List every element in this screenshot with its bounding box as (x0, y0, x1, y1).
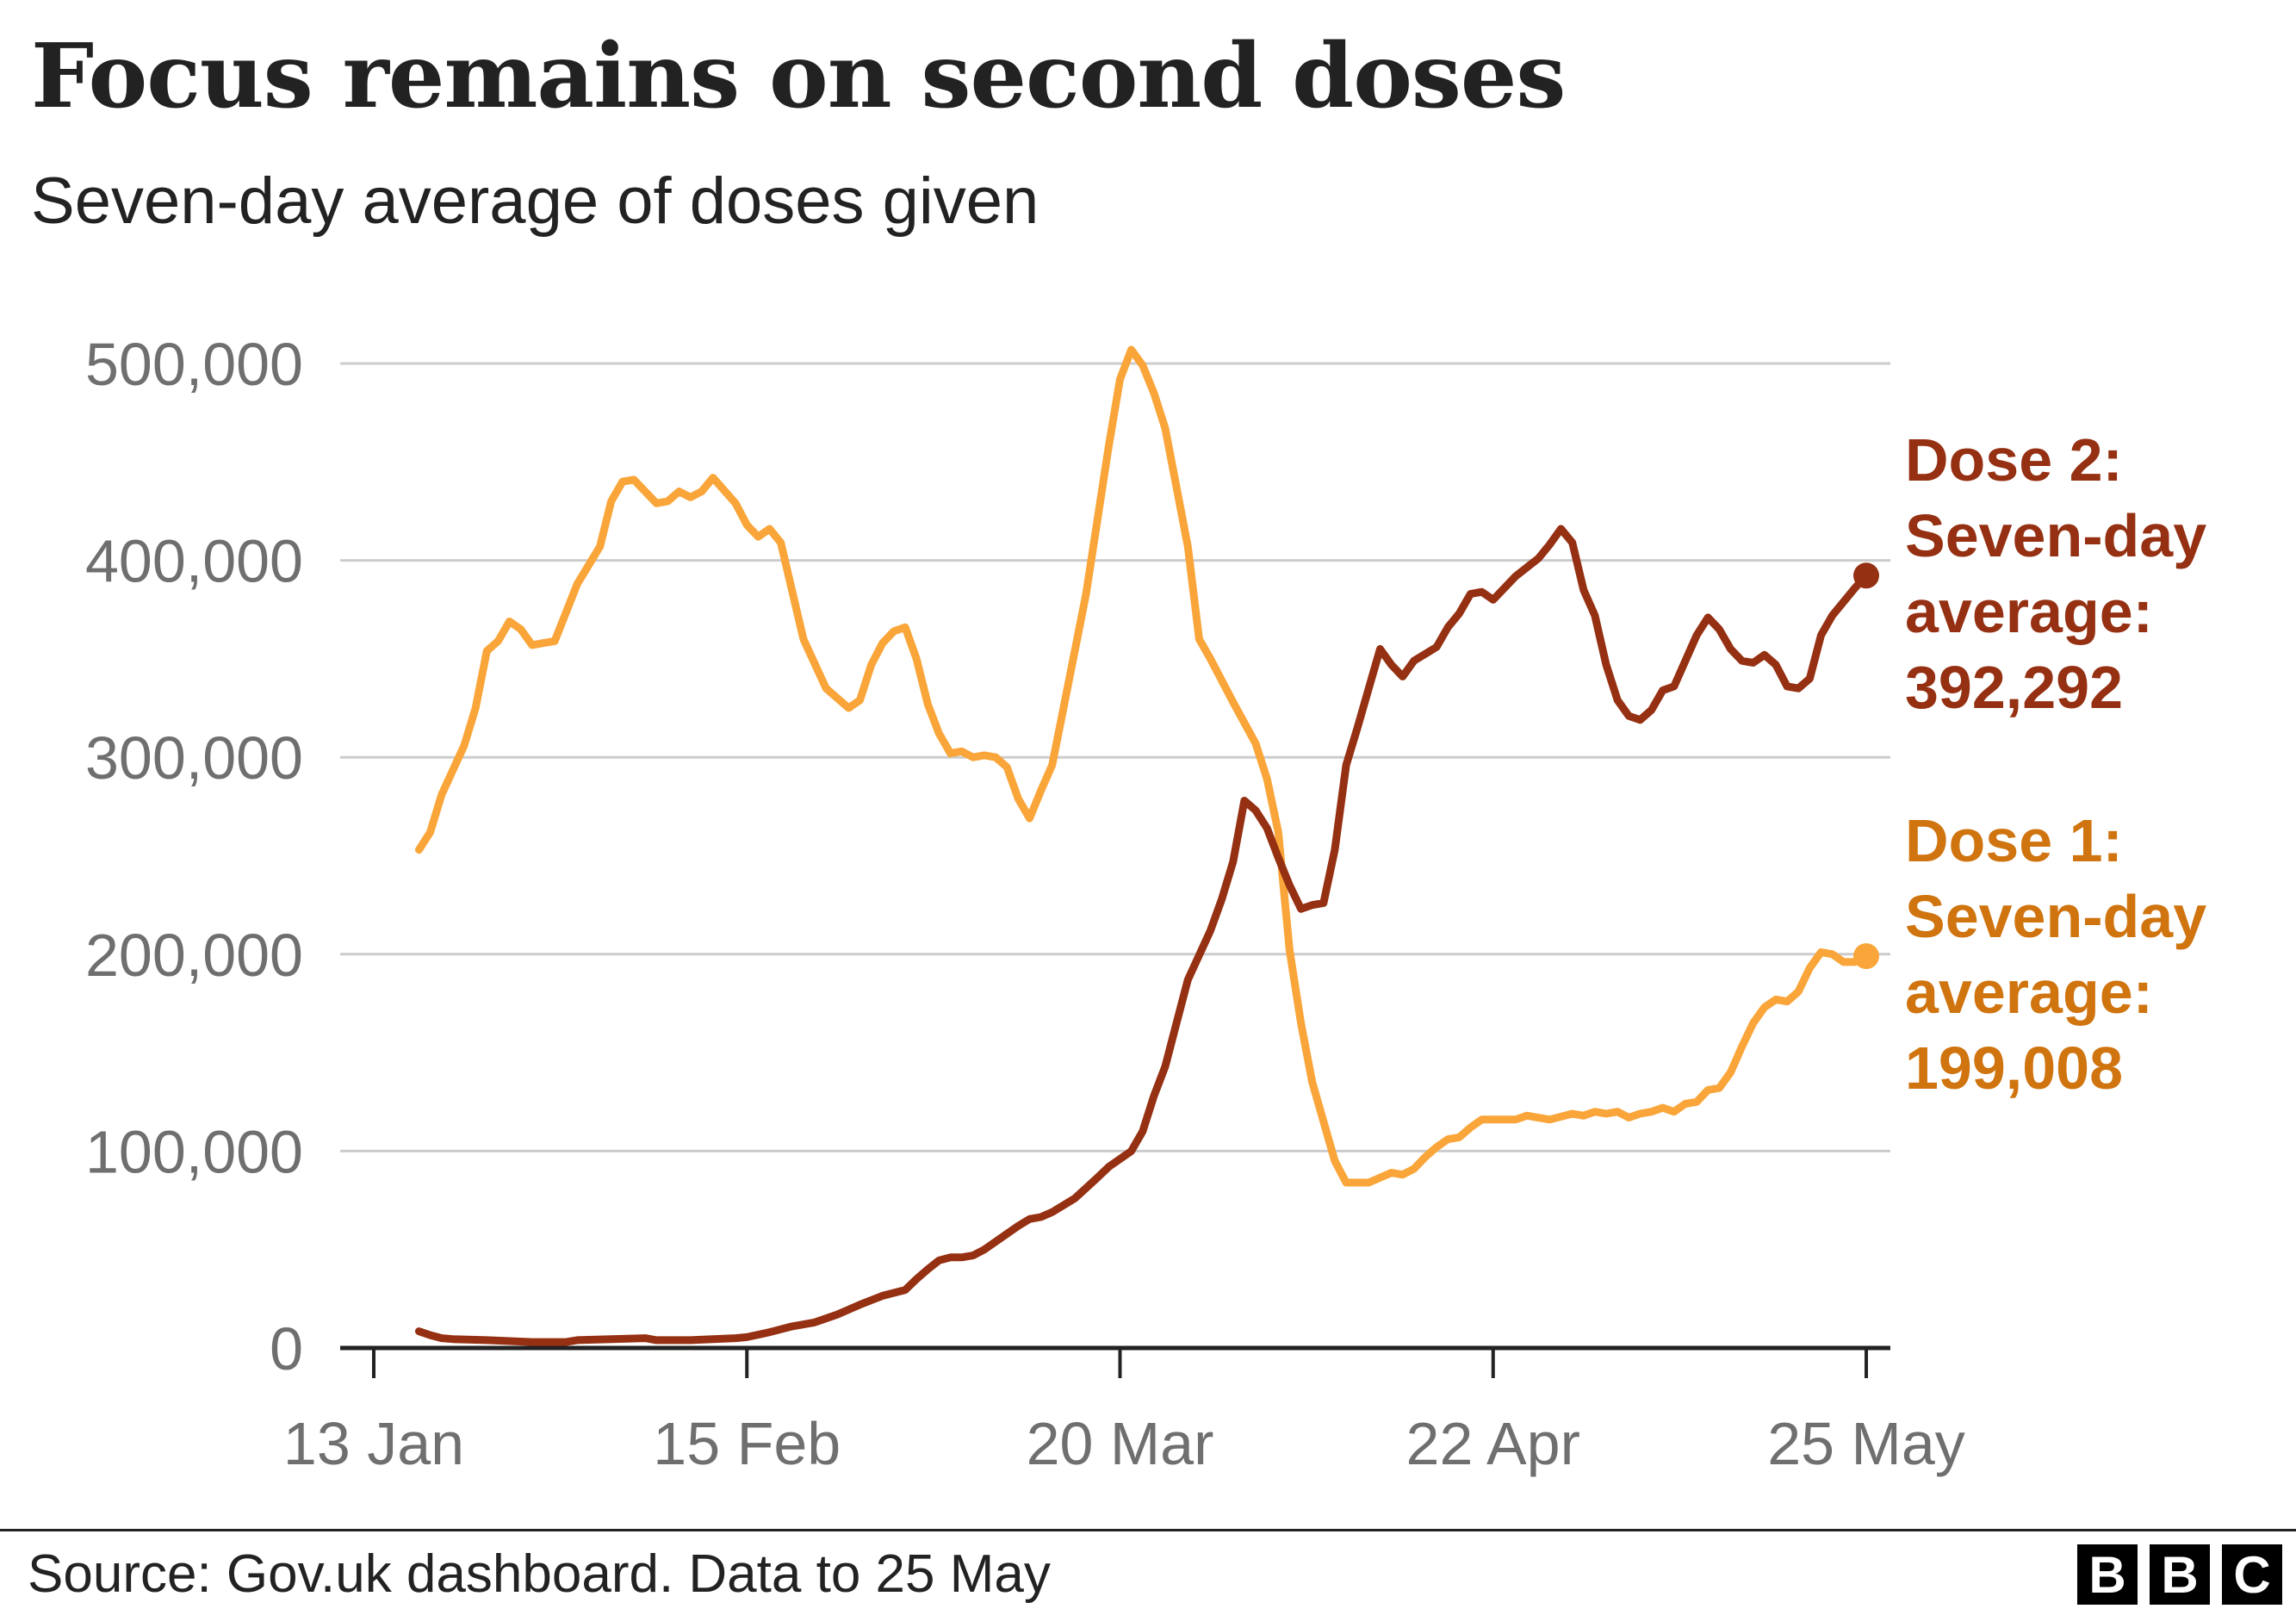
y-tick-label: 0 (270, 1315, 303, 1382)
dose-1-annotation-line-2: Seven-day (1905, 883, 2207, 951)
x-tick-label: 15 Feb (653, 1410, 841, 1477)
bbc-logo: B B C (2077, 1544, 2282, 1605)
chart-subtitle: Seven-day average of doses given (31, 165, 1039, 238)
line-chart: 0 100,000 200,000 300,000 400,000 500,000 13 … (85, 331, 1965, 1477)
y-tick-label: 100,000 (85, 1118, 303, 1185)
dose-1-end-marker (1853, 943, 1879, 970)
y-tick-label: 500,000 (85, 331, 303, 398)
gridlines (340, 362, 1890, 1152)
dose-1-annotation-value: 199,008 (1905, 1034, 2124, 1103)
bbc-logo-block-2: B (2150, 1544, 2210, 1605)
dose-2-annotation-line-3: average: (1905, 578, 2153, 646)
dose-2-annotation-line-2: Seven-day (1905, 502, 2207, 570)
dose-2-annotation: Dose 2: Seven-day average: 392,292 (1905, 422, 2206, 725)
dose-1-annotation-line-1: Dose 1: (1905, 807, 2123, 875)
dose-2-end-marker (1853, 562, 1879, 589)
dose-2-annotation-value: 392,292 (1905, 654, 2124, 722)
bbc-logo-block-3: C (2222, 1544, 2282, 1605)
x-tick-label: 25 May (1767, 1410, 1965, 1477)
x-tick-label: 22 Apr (1406, 1410, 1580, 1477)
dose-2-annotation-line-1: Dose 2: (1905, 426, 2123, 494)
y-axis-tick-labels: 0 100,000 200,000 300,000 400,000 500,000 (85, 331, 303, 1382)
source-note: Source: Gov.uk dashboard. Data to 25 May (28, 1544, 1051, 1604)
dose-1-line (415, 345, 1871, 1187)
y-tick-label: 400,000 (85, 528, 303, 595)
chart-title: Focus remains on second doses (31, 24, 1566, 128)
dose-1-annotation: Dose 1: Seven-day average: 199,008 (1905, 803, 2206, 1106)
dose-1-annotation-line-3: average: (1905, 959, 2153, 1027)
bbc-logo-block-1: B (2077, 1544, 2138, 1605)
x-tick-label: 20 Mar (1027, 1410, 1214, 1477)
y-tick-label: 300,000 (85, 724, 303, 792)
dose-2-line (415, 525, 1871, 1346)
x-axis: 13 Jan 15 Feb 20 Mar 22 Apr 25 May (283, 1345, 1965, 1477)
footer-divider (0, 1529, 2296, 1531)
x-tick-label: 13 Jan (283, 1410, 464, 1477)
series-lines (415, 345, 1879, 1346)
y-tick-label: 200,000 (85, 922, 303, 989)
